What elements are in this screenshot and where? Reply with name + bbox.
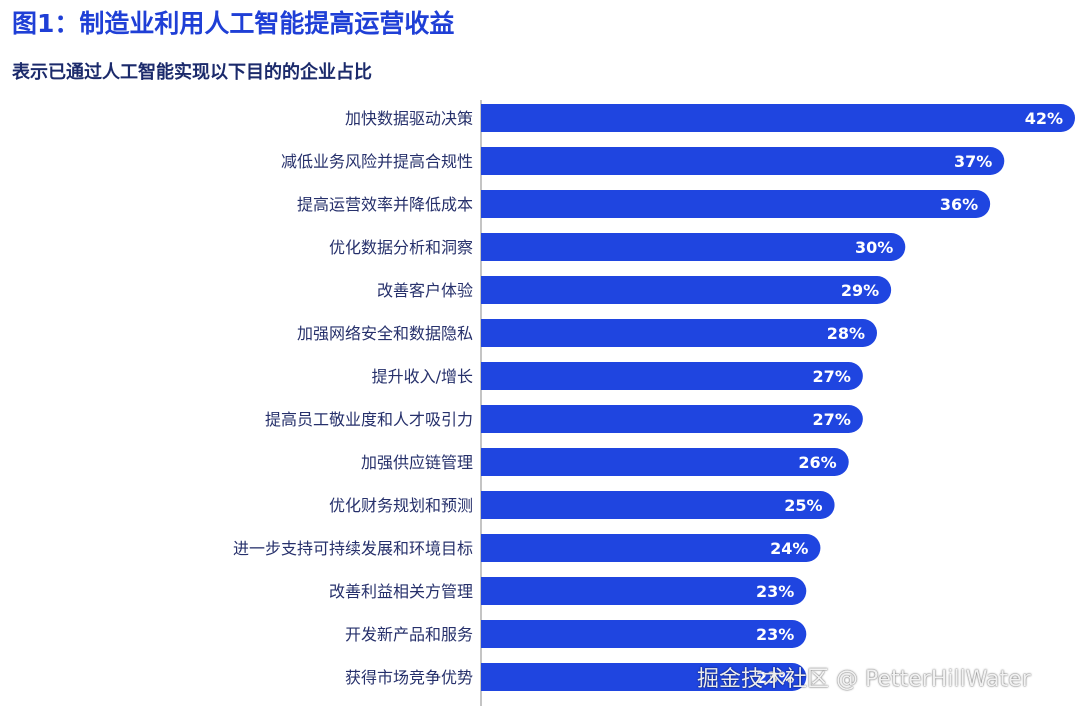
value-label: 27% xyxy=(813,410,851,429)
value-label: 23% xyxy=(756,625,794,644)
bar xyxy=(481,276,892,304)
bar xyxy=(481,577,807,605)
value-label: 27% xyxy=(813,367,851,386)
value-label: 23% xyxy=(756,668,794,687)
category-label: 优化财务规划和预测 xyxy=(329,496,473,515)
category-label: 获得市场竞争优势 xyxy=(345,668,473,687)
bar xyxy=(481,147,1005,175)
bar xyxy=(481,448,849,476)
watermark: 掘金技术社区 @ PetterHillWater xyxy=(697,667,1031,692)
bar xyxy=(481,319,877,347)
value-label: 42% xyxy=(1025,109,1063,128)
bar xyxy=(481,663,807,691)
category-label: 开发新产品和服务 xyxy=(345,625,473,644)
value-label: 25% xyxy=(784,496,822,515)
category-label: 提高运营效率并降低成本 xyxy=(297,195,473,214)
bars-group: 加快数据驱动决策 42% 减低业务风险并提高合规性 37% 提高运营效率并降低成本 36%… xyxy=(233,104,1075,691)
value-label: 30% xyxy=(855,238,893,257)
bar xyxy=(481,362,863,390)
category-label: 提高员工敬业度和人才吸引力 xyxy=(265,410,473,429)
category-label: 加强网络安全和数据隐私 xyxy=(297,324,473,343)
category-label: 进一步支持可持续发展和环境目标 xyxy=(233,539,473,558)
category-label: 提升收入/增长 xyxy=(372,367,473,386)
category-label: 减低业务风险并提高合规性 xyxy=(281,152,473,171)
chart-title: 图1：制造业利用人工智能提高运营收益 xyxy=(12,9,455,38)
value-label: 24% xyxy=(770,539,808,558)
chart-subtitle: 表示已通过人工智能实现以下目的的企业占比 xyxy=(12,62,372,83)
value-label: 26% xyxy=(798,453,836,472)
bar xyxy=(481,405,863,434)
value-label: 29% xyxy=(841,281,879,300)
category-label: 优化数据分析和洞察 xyxy=(329,238,473,257)
value-label: 23% xyxy=(756,582,794,601)
bar xyxy=(481,190,991,219)
bar xyxy=(481,534,821,562)
category-label: 改善客户体验 xyxy=(377,281,473,300)
bar xyxy=(481,233,906,261)
category-label: 加强供应链管理 xyxy=(361,453,473,472)
category-label: 加快数据驱动决策 xyxy=(345,109,473,128)
bar xyxy=(481,491,835,519)
category-label: 改善利益相关方管理 xyxy=(329,582,473,601)
value-label: 28% xyxy=(827,324,865,343)
value-label: 37% xyxy=(954,152,992,171)
bar xyxy=(481,620,807,648)
bar xyxy=(481,104,1075,132)
value-label: 36% xyxy=(940,195,978,214)
